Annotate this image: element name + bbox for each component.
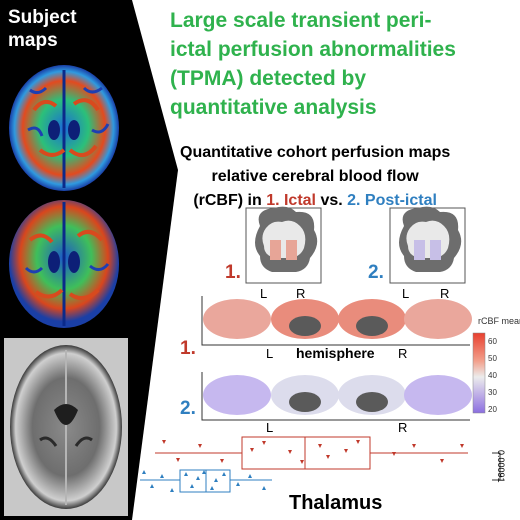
coronal-1-left-label: L	[260, 286, 268, 301]
boxplot-postictal-points	[142, 470, 266, 492]
boxplot-postictal	[140, 469, 272, 493]
surface-panel-ictal	[201, 296, 472, 346]
colorbar-tick-30: 30	[488, 388, 497, 397]
coronal-1-right-label: R	[296, 286, 306, 301]
headline-line-1: Large scale transient peri-	[170, 9, 432, 32]
coronal-number-1: 1.	[225, 262, 241, 283]
coronal-number-2: 2.	[368, 262, 384, 283]
boxplot-ictal-points	[162, 440, 464, 464]
subject-maps-label: Subject maps	[8, 7, 77, 51]
perfusion-map-2	[9, 200, 119, 328]
coronal-2-right-label: R	[440, 286, 450, 301]
colorbar-tick-50: 50	[488, 354, 497, 363]
surface-number-1: 1.	[180, 338, 196, 359]
perfusion-map-1	[9, 65, 119, 191]
rcbf-prefix: (rCBF) in	[193, 192, 267, 209]
colorbar-tick-60: 60	[488, 337, 497, 346]
surface-number-2: 2.	[180, 398, 196, 419]
cohort-title-line-2: relative cerebral blood flow	[211, 168, 419, 185]
headline-line-2: ictal perfusion abnormalities	[170, 38, 456, 61]
ictal-label: 1. Ictal	[266, 192, 316, 209]
vs-label: vs.	[316, 192, 348, 209]
headline-line-4: quantitative analysis	[170, 96, 377, 119]
coronal-2-left-label: L	[402, 286, 410, 301]
cohort-title-line-3: (rCBF) in 1. Ictal vs. 2. Post-ictal	[180, 189, 450, 213]
significance-bracket	[492, 452, 501, 481]
colorbar-title: rCBF mean	[478, 316, 520, 326]
colorbar-tick-40: 40	[488, 371, 497, 380]
structural-mri-image	[4, 338, 128, 516]
surface-2-left-label: L	[266, 420, 274, 435]
surface-1-right-label: R	[398, 346, 408, 361]
boxplot-ictal	[155, 436, 468, 470]
p-value-label: 0.00091	[496, 450, 506, 483]
postictal-label: 2. Post-ictal	[347, 192, 437, 209]
coronal-slice-postictal	[389, 206, 466, 284]
coronal-slice-ictal	[245, 206, 322, 284]
cohort-title: Quantitative cohort perfusion maps relat…	[180, 141, 450, 213]
colorbar	[472, 332, 486, 414]
thalamus-label: Thalamus	[289, 492, 383, 514]
hemisphere-label: hemisphere	[296, 345, 375, 361]
surface-1-left-label: L	[266, 346, 274, 361]
colorbar-tick-20: 20	[488, 405, 497, 414]
headline-line-3: (TPMA) detected by	[170, 67, 367, 90]
cohort-title-line-1: Quantitative cohort perfusion maps	[180, 144, 451, 161]
surface-2-right-label: R	[398, 420, 408, 435]
surface-panel-postictal	[201, 372, 472, 421]
headline: Large scale transient peri- ictal perfus…	[170, 6, 456, 122]
